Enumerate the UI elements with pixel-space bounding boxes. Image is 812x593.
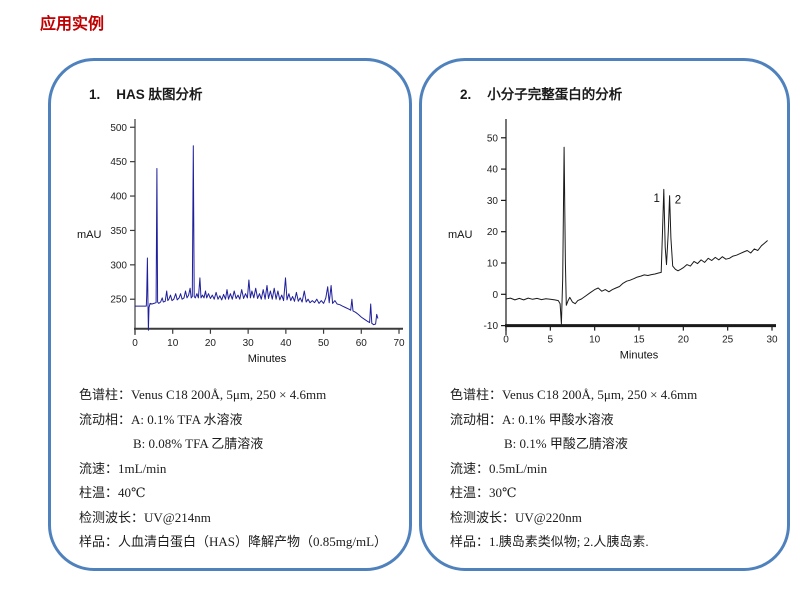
page-title: 应用实例 (40, 16, 105, 33)
svg-text:0: 0 (132, 338, 138, 349)
svg-text:400: 400 (110, 192, 127, 203)
svg-text:250: 250 (110, 295, 127, 306)
svg-text:50: 50 (487, 133, 499, 144)
svg-text:0: 0 (503, 335, 509, 346)
svg-text:500: 500 (110, 123, 127, 134)
panel-2-header: 2. 小分子完整蛋白的分析 (442, 83, 773, 103)
spec-mobile-phase-a: 流动相：A: 0.1% 甲酸水溶液 (450, 411, 614, 427)
svg-text:30: 30 (766, 335, 778, 346)
svg-text:20: 20 (205, 338, 217, 349)
svg-text:450: 450 (110, 157, 127, 168)
svg-text:350: 350 (110, 226, 127, 237)
panel-intact-protein-analysis: 2. 小分子完整蛋白的分析 -10 0 10 20 30 40 50 0 5 10 15 20 25 30 M… (419, 58, 790, 571)
svg-text:30: 30 (487, 196, 499, 207)
spec-column-temp: 柱温：40℃ (79, 485, 146, 500)
svg-text:2: 2 (675, 195, 681, 207)
svg-text:20: 20 (487, 227, 499, 238)
svg-text:Minutes: Minutes (620, 350, 659, 362)
spec-sample: 样品：1.胰岛素类似物; 2.人胰岛素. (450, 534, 649, 549)
spec-mobile-phase-b: B: 0.1% 甲酸乙腈溶液 (504, 436, 628, 451)
panel-2-title: 小分子完整蛋白的分析 (487, 87, 623, 102)
spec-column-temp: 柱温：30℃ (450, 485, 517, 500)
spec-mobile-phase-a: 流动相：A: 0.1% TFA 水溶液 (79, 411, 243, 427)
svg-text:mAU: mAU (77, 229, 102, 241)
svg-text:60: 60 (356, 338, 368, 349)
svg-text:300: 300 (110, 260, 127, 271)
spec-mobile-phase-b: B: 0.08% TFA 乙腈溶液 (133, 436, 264, 451)
svg-text:-10: -10 (484, 321, 499, 332)
svg-text:40: 40 (487, 165, 499, 176)
svg-text:10: 10 (167, 338, 179, 349)
svg-text:mAU: mAU (448, 229, 473, 241)
panel-2-specs: 色谱柱：Venus C18 200Å, 5μm, 250 × 4.6mm 流动相… (442, 383, 773, 555)
svg-text:0: 0 (492, 290, 498, 301)
spec-flow-rate: 流速：0.5mL/min (450, 460, 548, 476)
svg-text:1: 1 (654, 193, 660, 205)
spec-sample: 样品：人血清白蛋白（HAS）降解产物（0.85mg/mL） (79, 534, 388, 549)
spec-flow-rate: 流速：1mL/min (79, 460, 167, 476)
svg-text:25: 25 (722, 335, 734, 346)
chromatogram-has-peptide: 250 300 350 400 450 500 0 10 20 30 40 50 60 70 Minutes… (77, 119, 405, 365)
svg-text:Minutes: Minutes (248, 353, 287, 365)
svg-text:15: 15 (633, 335, 645, 346)
spec-column: 色谱柱：Venus C18 200Å, 5μm, 250 × 4.6mm (450, 387, 698, 402)
spec-detection-wavelength: 检测波长：UV@220nm (450, 509, 582, 525)
svg-text:5: 5 (548, 335, 554, 346)
svg-text:10: 10 (487, 259, 499, 270)
svg-text:10: 10 (589, 335, 601, 346)
spec-detection-wavelength: 检测波长：UV@214nm (79, 509, 211, 525)
svg-text:20: 20 (678, 335, 690, 346)
chromatogram-insulin: -10 0 10 20 30 40 50 0 5 10 15 20 25 30 Minutes mAU 1 2 (448, 119, 778, 362)
panel-1-title: HAS 肽图分析 (116, 87, 203, 102)
svg-text:50: 50 (318, 338, 330, 349)
panel-1-number: 1. (89, 87, 101, 102)
svg-text:70: 70 (393, 338, 405, 349)
panel-1-specs: 色谱柱：Venus C18 200Å, 5μm, 250 × 4.6mm 流动相… (71, 383, 395, 555)
panel-1-header: 1. HAS 肽图分析 (71, 83, 395, 103)
panel-2-number: 2. (460, 87, 472, 102)
svg-text:30: 30 (243, 338, 255, 349)
spec-column: 色谱柱：Venus C18 200Å, 5μm, 250 × 4.6mm (79, 387, 327, 402)
panel-has-peptide-analysis: 1. HAS 肽图分析 250 300 350 400 450 500 0 10 20 30 40 50… (48, 58, 412, 571)
svg-text:40: 40 (280, 338, 292, 349)
